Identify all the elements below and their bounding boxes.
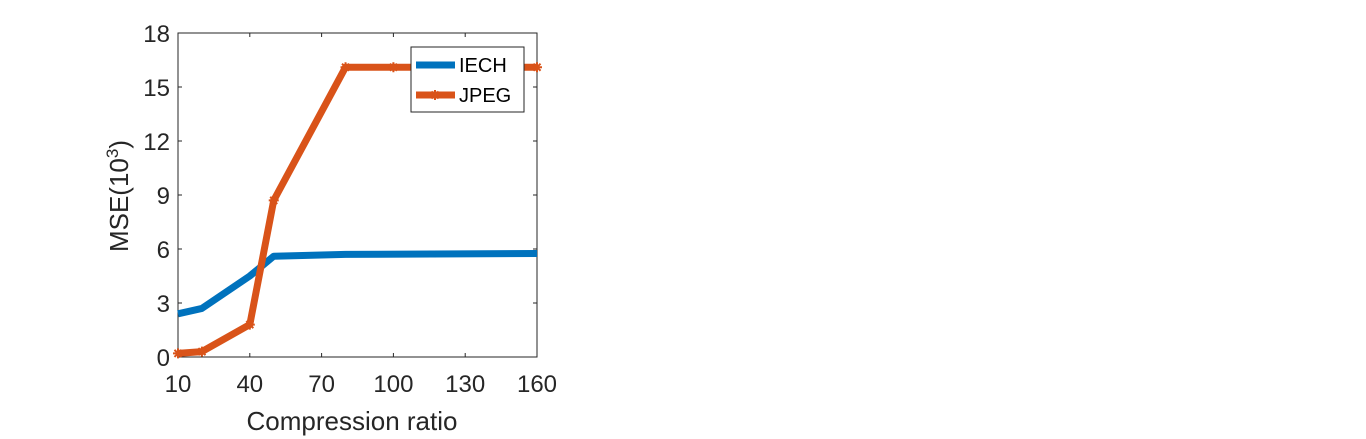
legend-marker-jpeg <box>430 90 440 100</box>
y-tick-label: 9 <box>157 183 170 210</box>
y-axis-label-main: MSE(10 <box>104 158 134 252</box>
x-tick-label: 160 <box>517 371 557 398</box>
ticks: 10 40 70 100 130 160 0 3 6 9 12 15 18 <box>143 21 557 398</box>
series-point-jpeg <box>532 62 542 73</box>
x-tick-label: 100 <box>373 371 413 398</box>
y-tick-label: 6 <box>157 237 170 264</box>
y-tick-label: 12 <box>143 129 170 156</box>
y-axis-label-superscript: 3 <box>103 149 122 158</box>
x-tick-label: 40 <box>236 371 263 398</box>
y-axis-label-close: ) <box>104 140 134 149</box>
series-point-jpeg <box>196 346 207 357</box>
series-layer <box>173 62 542 359</box>
series-point-jpeg <box>268 195 279 206</box>
y-tick-label: 18 <box>143 21 170 48</box>
series-point-jpeg <box>244 319 255 330</box>
x-axis-label: Compression ratio <box>247 406 458 436</box>
legend-box <box>410 46 525 113</box>
series-point-jpeg <box>388 62 399 73</box>
legend-label-iech: IECH <box>459 55 507 77</box>
series-point-jpeg <box>173 348 183 359</box>
series-point-jpeg <box>340 62 351 73</box>
x-tick-label: 10 <box>165 371 192 398</box>
x-tick-label: 70 <box>308 371 335 398</box>
legend-label-jpeg: JPEG <box>459 85 511 107</box>
y-tick-label: 0 <box>157 345 170 372</box>
x-tick-label: 130 <box>445 371 485 398</box>
y-tick-label: 3 <box>157 291 170 318</box>
legend: IECH JPEG <box>410 46 525 113</box>
y-tick-label: 15 <box>143 75 170 102</box>
y-axis-label: MSE(103) <box>103 140 134 252</box>
